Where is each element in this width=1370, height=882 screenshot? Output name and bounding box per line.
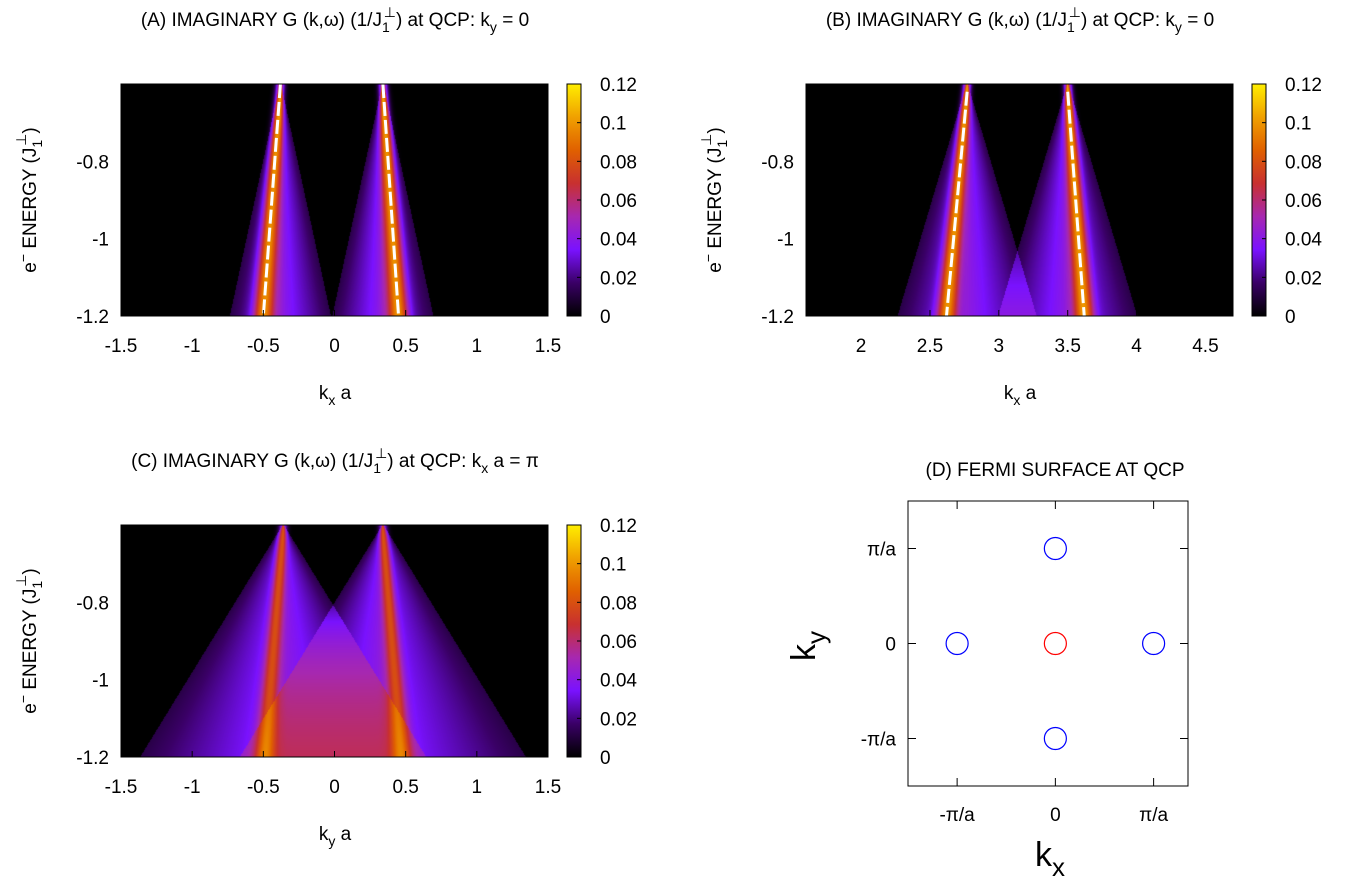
peak-ridge-1	[1066, 91, 1086, 317]
y-axis-label: ky	[785, 631, 831, 661]
x-axis-label: kx	[1035, 836, 1065, 882]
colorbar-tick-label: 0.02	[600, 268, 637, 289]
colorbar-tick-label: 0.04	[1285, 230, 1322, 251]
x-tick-label: 0	[329, 336, 340, 357]
heatmap-image	[806, 84, 1233, 316]
colorbar-tick-label: 0.08	[1285, 152, 1322, 173]
x-tick-label: 4	[1131, 336, 1142, 357]
colorbar-tick-label: 0.04	[600, 671, 637, 692]
x-tick-label: 0	[1050, 805, 1061, 826]
x-tick-label: 2.5	[917, 336, 943, 357]
colorbar-tick-label: 0	[1285, 307, 1296, 328]
chart-title-d: (D) FERMI SURFACE AT QCP	[926, 460, 1185, 481]
fermi-surface-chart: (D) FERMI SURFACE AT QCP -π/a -π/a 0 0 π/a π/a…	[785, 460, 1189, 882]
colorbar-tick-label: 0.04	[600, 230, 637, 251]
y-tick-label: -1.2	[761, 307, 794, 328]
y-tick-label: -0.8	[761, 152, 794, 173]
y-tick-label: -1	[777, 230, 794, 251]
fermi-pocket-0-0	[1043, 631, 1067, 656]
y-axis-label: e− ENERGY (J1⊥)	[698, 127, 730, 272]
plot-frame	[907, 500, 1189, 787]
x-tick-label: 1.5	[535, 336, 561, 357]
x-tick-label: 3	[994, 336, 1005, 357]
x-tick-label: -1	[184, 777, 201, 798]
x-tick-label: -0.5	[247, 336, 280, 357]
x-axis-label: kx a	[1004, 383, 1037, 408]
panel-b: (B) IMAGINARY G (k,ω) (1/J1⊥) at QCP: ky…	[685, 0, 1370, 441]
y-tick-label: -1	[92, 671, 109, 692]
x-tick-label: -1.5	[105, 777, 138, 798]
x-tick-label: -0.5	[247, 777, 280, 798]
x-tick-label: -π/a	[939, 805, 975, 826]
y-tick-label: -1	[92, 230, 109, 251]
x-tick-label: -1.5	[105, 336, 138, 357]
plot-frame	[805, 83, 1234, 317]
x-tick-label: 3.5	[1054, 336, 1080, 357]
fermi-pocket-1-0	[945, 631, 969, 656]
y-tick-label: π/a	[867, 540, 896, 561]
x-tick-label: -1	[184, 336, 201, 357]
peak-ridge-1	[381, 83, 401, 317]
heatmap-chart-c: (C) IMAGINARY G (k,ω) (1/J1⊥) at QCP: kx…	[13, 445, 637, 849]
x-tick-label: π/a	[1139, 805, 1168, 826]
peak-ridge-0	[261, 83, 282, 317]
x-tick-label: 4.5	[1192, 336, 1218, 357]
x-tick-label: 0.5	[392, 777, 418, 798]
panel-c: (C) IMAGINARY G (k,ω) (1/J1⊥) at QCP: kx…	[0, 441, 685, 882]
y-tick-label: 0	[885, 635, 896, 656]
y-axis-label: e− ENERGY (J1⊥)	[13, 568, 45, 713]
y-tick-label: -π/a	[861, 730, 897, 751]
heatmap-image	[121, 84, 548, 316]
heatmap-chart-b: (B) IMAGINARY G (k,ω) (1/J1⊥) at QCP: ky…	[698, 4, 1322, 408]
chart-title-c: (C) IMAGINARY G (k,ω) (1/J1⊥) at QCP: kx…	[131, 445, 539, 476]
peak-ridge-0	[945, 91, 969, 317]
colorbar-tick-label: 0.12	[600, 75, 637, 96]
colorbar-tick-label: 0.12	[600, 516, 637, 537]
colorbar-tick-label: 0.08	[600, 593, 637, 614]
x-tick-label: 1	[472, 336, 483, 357]
y-axis-label: e− ENERGY (J1⊥)	[13, 127, 45, 272]
y-tick-label: -1.2	[76, 748, 109, 769]
x-tick-label: 1	[472, 777, 483, 798]
panel-a: (A) IMAGINARY G (k,ω) (1/J1⊥) at QCP: ky…	[0, 0, 685, 441]
x-tick-label: 1.5	[535, 777, 561, 798]
colorbar-tick-label: 0.08	[600, 152, 637, 173]
fermi-pocket-1-1	[1142, 631, 1166, 656]
x-tick-label: 2	[856, 336, 867, 357]
colorbar-tick-label: 0	[600, 748, 611, 769]
colorbar-tick-label: 0.1	[1285, 114, 1311, 135]
y-tick-label: -1.2	[76, 307, 109, 328]
fermi-pocket-1-3	[1043, 726, 1067, 751]
y-tick-label: -0.8	[76, 593, 109, 614]
colorbar-tick-label: 0.02	[600, 709, 637, 730]
panel-d: (D) FERMI SURFACE AT QCP -π/a -π/a 0 0 π/a π/a…	[685, 441, 1370, 882]
colorbar-tick-label: 0.06	[600, 191, 637, 212]
colorbar-tick-label: 0.1	[600, 114, 626, 135]
heatmap-chart-a: (A) IMAGINARY G (k,ω) (1/J1⊥) at QCP: ky…	[13, 4, 637, 408]
fermi-pocket-1-2	[1043, 536, 1067, 561]
chart-title-a: (A) IMAGINARY G (k,ω) (1/J1⊥) at QCP: ky…	[141, 4, 529, 35]
colorbar-tick-label: 0.06	[1285, 191, 1322, 212]
heatmap-image	[121, 525, 548, 757]
y-tick-label: -0.8	[76, 152, 109, 173]
x-axis-label: ky a	[319, 824, 352, 849]
colorbar-tick-label: 0.02	[1285, 268, 1322, 289]
chart-title-b: (B) IMAGINARY G (k,ω) (1/J1⊥) at QCP: ky…	[826, 4, 1214, 35]
x-tick-label: 0.5	[392, 336, 418, 357]
colorbar-tick-label: 0.12	[1285, 75, 1322, 96]
colorbar-tick-label: 0.06	[600, 632, 637, 653]
x-tick-label: 0	[329, 777, 340, 798]
colorbar-tick-label: 0	[600, 307, 611, 328]
colorbar-tick-label: 0.1	[600, 555, 626, 576]
x-axis-label: kx a	[319, 383, 352, 408]
